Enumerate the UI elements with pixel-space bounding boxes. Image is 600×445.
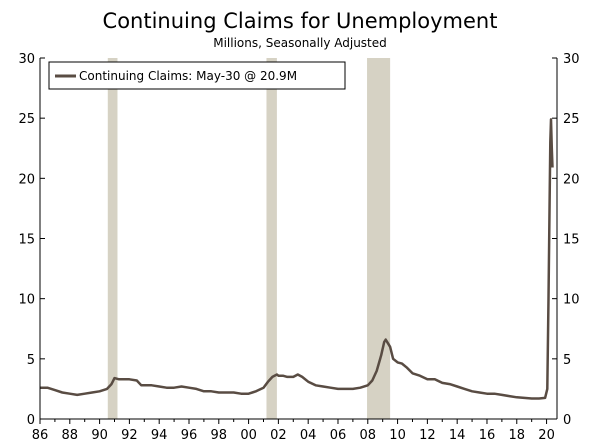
y-tick-label-right: 25	[563, 112, 580, 127]
recession-shading	[107, 58, 391, 419]
y-tick-label-left: 25	[18, 112, 35, 127]
chart-title: Continuing Claims for Unemployment	[103, 9, 498, 33]
series-line-0	[40, 118, 554, 400]
x-tick-label: 10	[389, 428, 406, 443]
x-tick-label: 02	[270, 428, 287, 443]
x-tick-label: 06	[330, 428, 347, 443]
y-tick-label-left: 0	[27, 413, 35, 428]
y-tick-label-right: 30	[563, 52, 580, 67]
x-tick-label: 88	[62, 428, 79, 443]
x-tick-label: 98	[211, 428, 228, 443]
y-tick-label-right: 5	[563, 353, 571, 368]
y-tick-label-right: 15	[563, 233, 580, 248]
x-tick-label: 20	[538, 428, 555, 443]
y-tick-label-right: 10	[563, 293, 580, 308]
chart-subtitle: Millions, Seasonally Adjusted	[213, 36, 387, 50]
x-tick-label: 04	[300, 428, 317, 443]
x-tick-label: 14	[449, 428, 466, 443]
y-tick-label-left: 5	[27, 353, 35, 368]
y-tick-label-left: 10	[18, 293, 35, 308]
x-tick-label: 96	[181, 428, 198, 443]
series-layer	[40, 118, 554, 400]
x-tick-label: 12	[419, 428, 436, 443]
y-tick-label-left: 15	[18, 233, 35, 248]
x-tick-label: 94	[151, 428, 168, 443]
axes	[39, 57, 558, 424]
legend-label: Continuing Claims: May-30 @ 20.9M	[79, 69, 297, 83]
x-tick-label: 08	[360, 428, 377, 443]
x-tick-label: 00	[240, 428, 257, 443]
y-tick-label-right: 0	[563, 413, 571, 428]
recession-band-1	[266, 58, 277, 419]
y-tick-label-left: 20	[18, 172, 35, 187]
y-tick-label-right: 20	[563, 172, 580, 187]
recession-band-0	[107, 58, 118, 419]
x-tick-label: 16	[479, 428, 496, 443]
legend: Continuing Claims: May-30 @ 20.9M	[48, 61, 346, 90]
recession-band-2	[367, 58, 391, 419]
y-tick-label-left: 30	[18, 52, 35, 67]
x-tick-label: 18	[508, 428, 525, 443]
legend-box	[48, 61, 346, 90]
x-tick-label: 90	[91, 428, 108, 443]
x-tick-label: 86	[32, 428, 49, 443]
x-tick-label: 92	[121, 428, 138, 443]
